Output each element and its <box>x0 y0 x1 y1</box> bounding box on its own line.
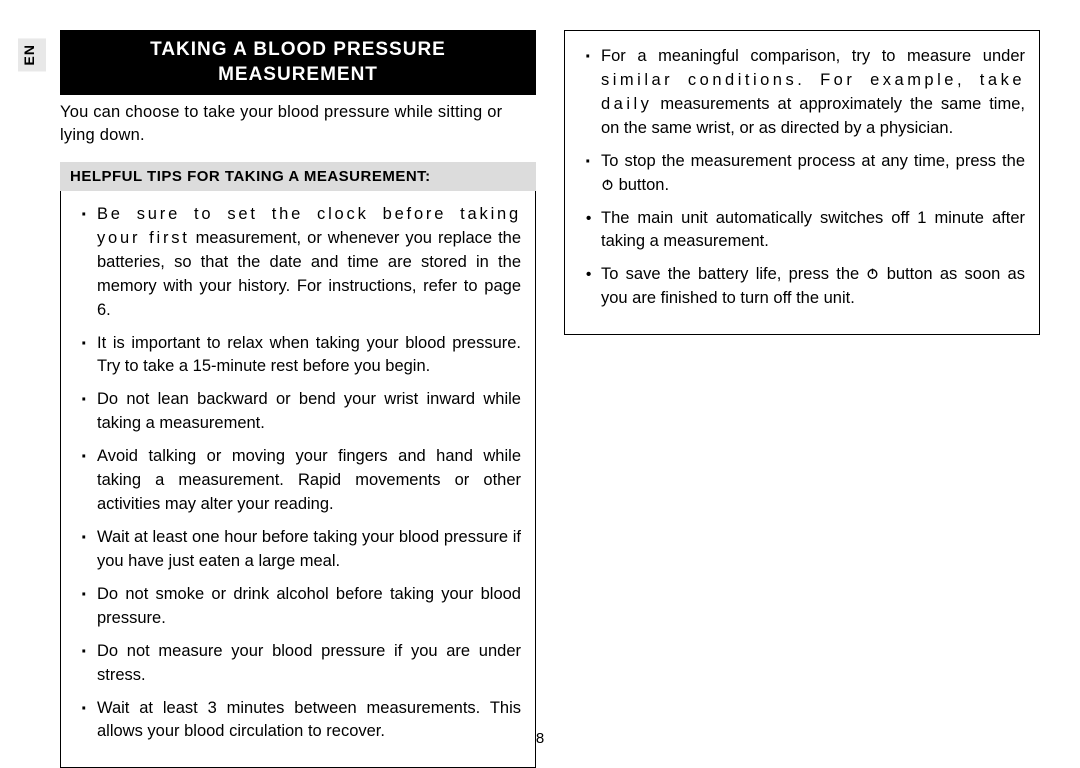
tip-item: The main unit automatically switches off… <box>579 207 1025 255</box>
intro-text: You can choose to take your blood pressu… <box>60 101 536 146</box>
tip-item: For a meaningful comparison, try to meas… <box>579 45 1025 141</box>
page-columns: TAKING A BLOOD PRESSURE MEASUREMENT You … <box>60 30 1040 710</box>
tips-list-right: For a meaningful comparison, try to meas… <box>579 45 1025 311</box>
section-title: TAKING A BLOOD PRESSURE MEASUREMENT <box>60 30 536 95</box>
power-icon <box>866 267 879 280</box>
tip-item: Wait at least 3 minutes between measurem… <box>75 697 521 745</box>
tip-item: To save the battery life, press the butt… <box>579 263 1025 311</box>
tip-item: Do not lean backward or bend your wrist … <box>75 388 521 436</box>
tip-item: Do not measure your blood pressure if yo… <box>75 640 521 688</box>
tip-item: Wait at least one hour before taking you… <box>75 526 521 574</box>
language-tab: EN <box>18 38 46 71</box>
tips-box-right: For a meaningful comparison, try to meas… <box>564 30 1040 335</box>
page-number: 8 <box>536 730 544 747</box>
right-column: For a meaningful comparison, try to meas… <box>564 30 1040 710</box>
tips-box-left: Be sure to set the clock before taking y… <box>60 191 536 768</box>
tip-item: Do not smoke or drink alcohol before tak… <box>75 583 521 631</box>
left-column: TAKING A BLOOD PRESSURE MEASUREMENT You … <box>60 30 536 710</box>
tip-item: To stop the measurement process at any t… <box>579 150 1025 198</box>
section-title-line-1: TAKING A BLOOD PRESSURE <box>70 38 526 63</box>
section-title-line-2: MEASUREMENT <box>70 63 526 88</box>
tip-item: It is important to relax when taking you… <box>75 332 521 380</box>
power-icon <box>601 178 614 191</box>
tips-list-left: Be sure to set the clock before taking y… <box>75 203 521 744</box>
tip-item: Be sure to set the clock before taking y… <box>75 203 521 323</box>
tip-item: Avoid talking or moving your fingers and… <box>75 445 521 517</box>
tips-heading: HELPFUL TIPS FOR TAKING A MEASUREMENT: <box>60 162 536 191</box>
